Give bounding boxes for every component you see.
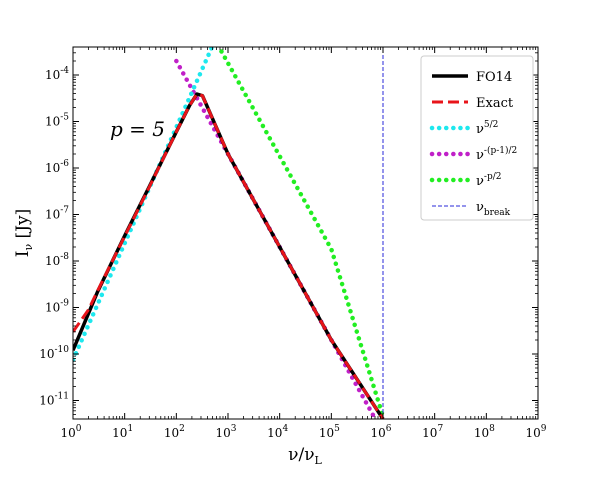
- x-tick-label: 103: [215, 424, 236, 440]
- legend: FO14 Exact ν5/2 ν-(p-1)/2 ν-p/2 νbreak: [420, 55, 534, 221]
- x-tick-label: 105: [319, 424, 340, 440]
- legend-entry-label: FO14: [476, 70, 512, 85]
- y-tick-label: 10-7: [45, 205, 69, 221]
- series-line-1: [73, 92, 385, 419]
- y-tick-label: 10-4: [45, 66, 69, 82]
- series-layer: [73, 47, 386, 419]
- legend-entry-label: ν-p/2: [476, 172, 501, 189]
- x-axis-label: ν/νL: [288, 445, 322, 467]
- y-tick-label: 10-6: [45, 159, 69, 175]
- y-tick-label: 10-5: [45, 112, 69, 128]
- legend-entry-label: νbreak: [476, 200, 511, 218]
- x-tick-label: 107: [422, 424, 443, 440]
- series-line-4: [216, 47, 386, 419]
- legend-entry-label: ν5/2: [476, 120, 498, 137]
- y-tick-label: 10-8: [45, 252, 69, 268]
- x-tick-label: 108: [474, 424, 495, 440]
- legend-box: [420, 55, 534, 221]
- y-tick-label: 10-9: [45, 298, 69, 314]
- x-tick-label: 106: [370, 424, 391, 440]
- x-tick-label: 101: [112, 424, 133, 440]
- y-axis-label: Iν [Jy]: [13, 209, 35, 258]
- tick-layer: 100 101 102 103 104 105 106 107 108 109 10-11 10-10…: [39, 46, 547, 440]
- x-tick-label: 109: [525, 424, 546, 440]
- x-tick-label: 102: [164, 424, 185, 440]
- y-tick-label: 10-10: [39, 345, 69, 361]
- x-tick-label: 104: [267, 424, 288, 440]
- x-tick-label: 100: [60, 424, 81, 440]
- y-tick-label: 10-11: [39, 391, 69, 407]
- legend-entry-label: Exact: [476, 96, 514, 111]
- p-value-annotation: p = 5: [110, 117, 165, 141]
- legend-entry-label: ν-(p-1)/2: [476, 145, 517, 163]
